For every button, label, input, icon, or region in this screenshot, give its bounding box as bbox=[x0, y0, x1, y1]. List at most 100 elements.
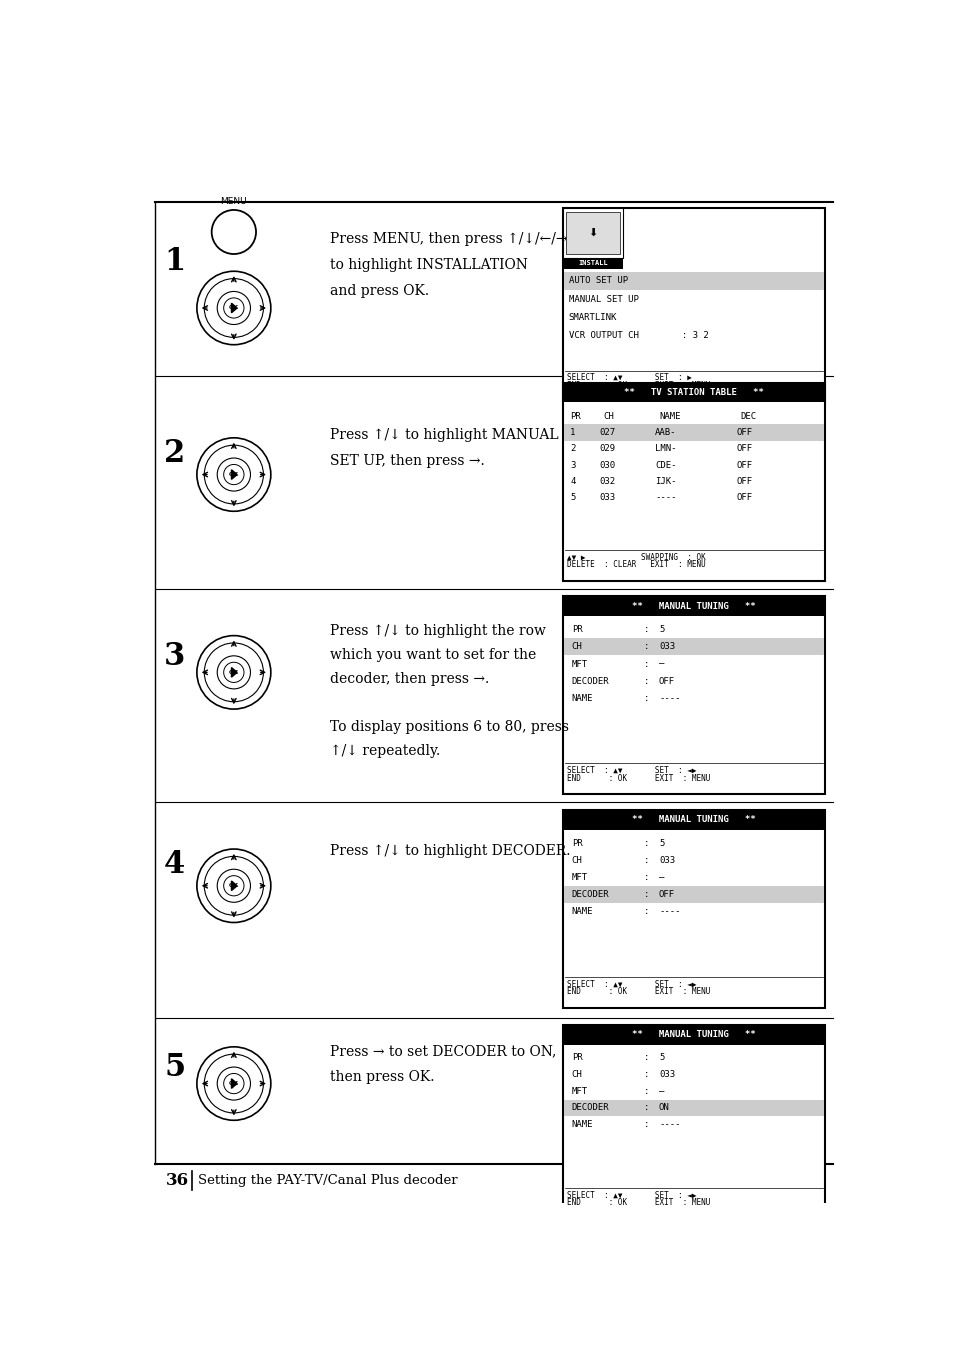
Text: OK: OK bbox=[229, 883, 238, 888]
Polygon shape bbox=[232, 303, 237, 312]
FancyBboxPatch shape bbox=[564, 886, 823, 903]
Text: 36: 36 bbox=[166, 1172, 189, 1188]
Text: :: : bbox=[643, 873, 649, 882]
Ellipse shape bbox=[223, 297, 244, 318]
Text: SELECT  : ▲▼       SET  : ◄▶: SELECT : ▲▼ SET : ◄▶ bbox=[567, 979, 696, 988]
Text: NAME: NAME bbox=[571, 694, 593, 703]
Text: and press OK.: and press OK. bbox=[330, 284, 429, 297]
Text: OFF: OFF bbox=[736, 429, 752, 437]
Text: 032: 032 bbox=[599, 477, 616, 485]
Text: LMN-: LMN- bbox=[655, 445, 676, 453]
Ellipse shape bbox=[212, 210, 255, 254]
Text: 4: 4 bbox=[570, 477, 575, 485]
Text: 3: 3 bbox=[570, 461, 575, 469]
Text: 5: 5 bbox=[164, 1052, 185, 1083]
Text: 2: 2 bbox=[164, 438, 185, 469]
Text: Press ↑/↓ to highlight MANUAL: Press ↑/↓ to highlight MANUAL bbox=[330, 427, 558, 442]
Text: 033: 033 bbox=[659, 642, 675, 652]
Text: 033: 033 bbox=[599, 493, 616, 502]
Text: 030: 030 bbox=[599, 461, 616, 469]
Text: PR: PR bbox=[570, 411, 580, 420]
Text: NAME: NAME bbox=[659, 411, 679, 420]
Text: END      : OK      EXIT  : MENU: END : OK EXIT : MENU bbox=[567, 987, 710, 996]
Text: PR: PR bbox=[571, 838, 582, 848]
FancyBboxPatch shape bbox=[562, 596, 824, 794]
Text: :: : bbox=[643, 642, 649, 652]
Text: :: : bbox=[643, 625, 649, 634]
Text: :: : bbox=[643, 677, 649, 685]
Polygon shape bbox=[232, 1079, 237, 1088]
Text: :: : bbox=[643, 838, 649, 848]
Ellipse shape bbox=[217, 869, 251, 902]
Ellipse shape bbox=[204, 644, 263, 702]
Ellipse shape bbox=[217, 292, 251, 324]
Text: OFF: OFF bbox=[659, 677, 675, 685]
Ellipse shape bbox=[217, 458, 251, 491]
Text: ↑/↓ repeatedly.: ↑/↓ repeatedly. bbox=[330, 744, 439, 758]
Text: which you want to set for the: which you want to set for the bbox=[330, 649, 536, 662]
Ellipse shape bbox=[204, 445, 263, 504]
FancyBboxPatch shape bbox=[562, 383, 824, 402]
Text: :: : bbox=[643, 856, 649, 865]
Text: ⬇: ⬇ bbox=[588, 228, 598, 238]
Text: Press ↑/↓ to highlight DECODER.: Press ↑/↓ to highlight DECODER. bbox=[330, 844, 570, 859]
Text: OK: OK bbox=[229, 669, 238, 675]
FancyBboxPatch shape bbox=[562, 258, 622, 269]
FancyBboxPatch shape bbox=[564, 272, 823, 291]
Text: CH: CH bbox=[571, 642, 582, 652]
Text: DECODER: DECODER bbox=[571, 677, 609, 685]
Text: **   MANUAL TUNING   **: ** MANUAL TUNING ** bbox=[632, 1030, 755, 1040]
Text: :: : bbox=[643, 1053, 649, 1063]
Text: 5: 5 bbox=[570, 493, 575, 502]
Polygon shape bbox=[232, 469, 237, 480]
Text: Setting the PAY-TV/Canal Plus decoder: Setting the PAY-TV/Canal Plus decoder bbox=[198, 1174, 457, 1187]
Text: CH: CH bbox=[571, 1069, 582, 1079]
FancyBboxPatch shape bbox=[565, 212, 619, 254]
Text: AAB-: AAB- bbox=[655, 429, 676, 437]
Text: SELECT  : ▲▼       SET  : ◄▶: SELECT : ▲▼ SET : ◄▶ bbox=[567, 1190, 696, 1199]
Text: OK: OK bbox=[229, 306, 238, 311]
Text: MFT: MFT bbox=[571, 1087, 587, 1095]
Text: :: : bbox=[643, 1087, 649, 1095]
Text: –: – bbox=[659, 660, 663, 669]
Text: AUTO SET UP: AUTO SET UP bbox=[568, 276, 627, 285]
Ellipse shape bbox=[196, 1046, 271, 1121]
Text: SELECT  : ▲▼       SET  : ◄▶: SELECT : ▲▼ SET : ◄▶ bbox=[567, 767, 696, 775]
Text: 5: 5 bbox=[659, 1053, 663, 1063]
Text: ----: ---- bbox=[655, 493, 676, 502]
Polygon shape bbox=[232, 668, 237, 677]
Text: then press OK.: then press OK. bbox=[330, 1069, 434, 1084]
Text: IJK-: IJK- bbox=[655, 477, 676, 485]
FancyBboxPatch shape bbox=[562, 810, 824, 1007]
Ellipse shape bbox=[223, 1073, 244, 1094]
Text: 5: 5 bbox=[659, 838, 663, 848]
Ellipse shape bbox=[196, 272, 271, 345]
Text: :: : bbox=[643, 660, 649, 669]
Text: CDE-: CDE- bbox=[655, 461, 676, 469]
Ellipse shape bbox=[196, 438, 271, 511]
Text: to highlight INSTALLATION: to highlight INSTALLATION bbox=[330, 258, 527, 272]
FancyBboxPatch shape bbox=[562, 596, 824, 617]
Text: MFT: MFT bbox=[571, 660, 587, 669]
Text: PR: PR bbox=[571, 1053, 582, 1063]
Text: 033: 033 bbox=[659, 1069, 675, 1079]
Text: OFF: OFF bbox=[736, 461, 752, 469]
Text: MENU: MENU bbox=[220, 197, 247, 206]
Text: MANUAL SET UP: MANUAL SET UP bbox=[568, 295, 638, 304]
Text: END      : OK      EXIT  : MENU: END : OK EXIT : MENU bbox=[567, 1198, 710, 1207]
Text: MFT: MFT bbox=[571, 873, 587, 882]
Ellipse shape bbox=[204, 856, 263, 915]
Text: decoder, then press →.: decoder, then press →. bbox=[330, 672, 489, 687]
Text: OFF: OFF bbox=[736, 445, 752, 453]
Text: CH: CH bbox=[571, 856, 582, 865]
FancyBboxPatch shape bbox=[564, 638, 823, 656]
Text: Press ↑/↓ to highlight the row: Press ↑/↓ to highlight the row bbox=[330, 625, 545, 638]
Text: :: : bbox=[643, 890, 649, 899]
Text: CH: CH bbox=[603, 411, 614, 420]
Ellipse shape bbox=[196, 849, 271, 922]
Text: :: : bbox=[643, 907, 649, 917]
Text: 033: 033 bbox=[659, 856, 675, 865]
Text: 1: 1 bbox=[570, 429, 575, 437]
Text: SMARTLINK: SMARTLINK bbox=[568, 314, 617, 322]
FancyBboxPatch shape bbox=[562, 1025, 824, 1218]
